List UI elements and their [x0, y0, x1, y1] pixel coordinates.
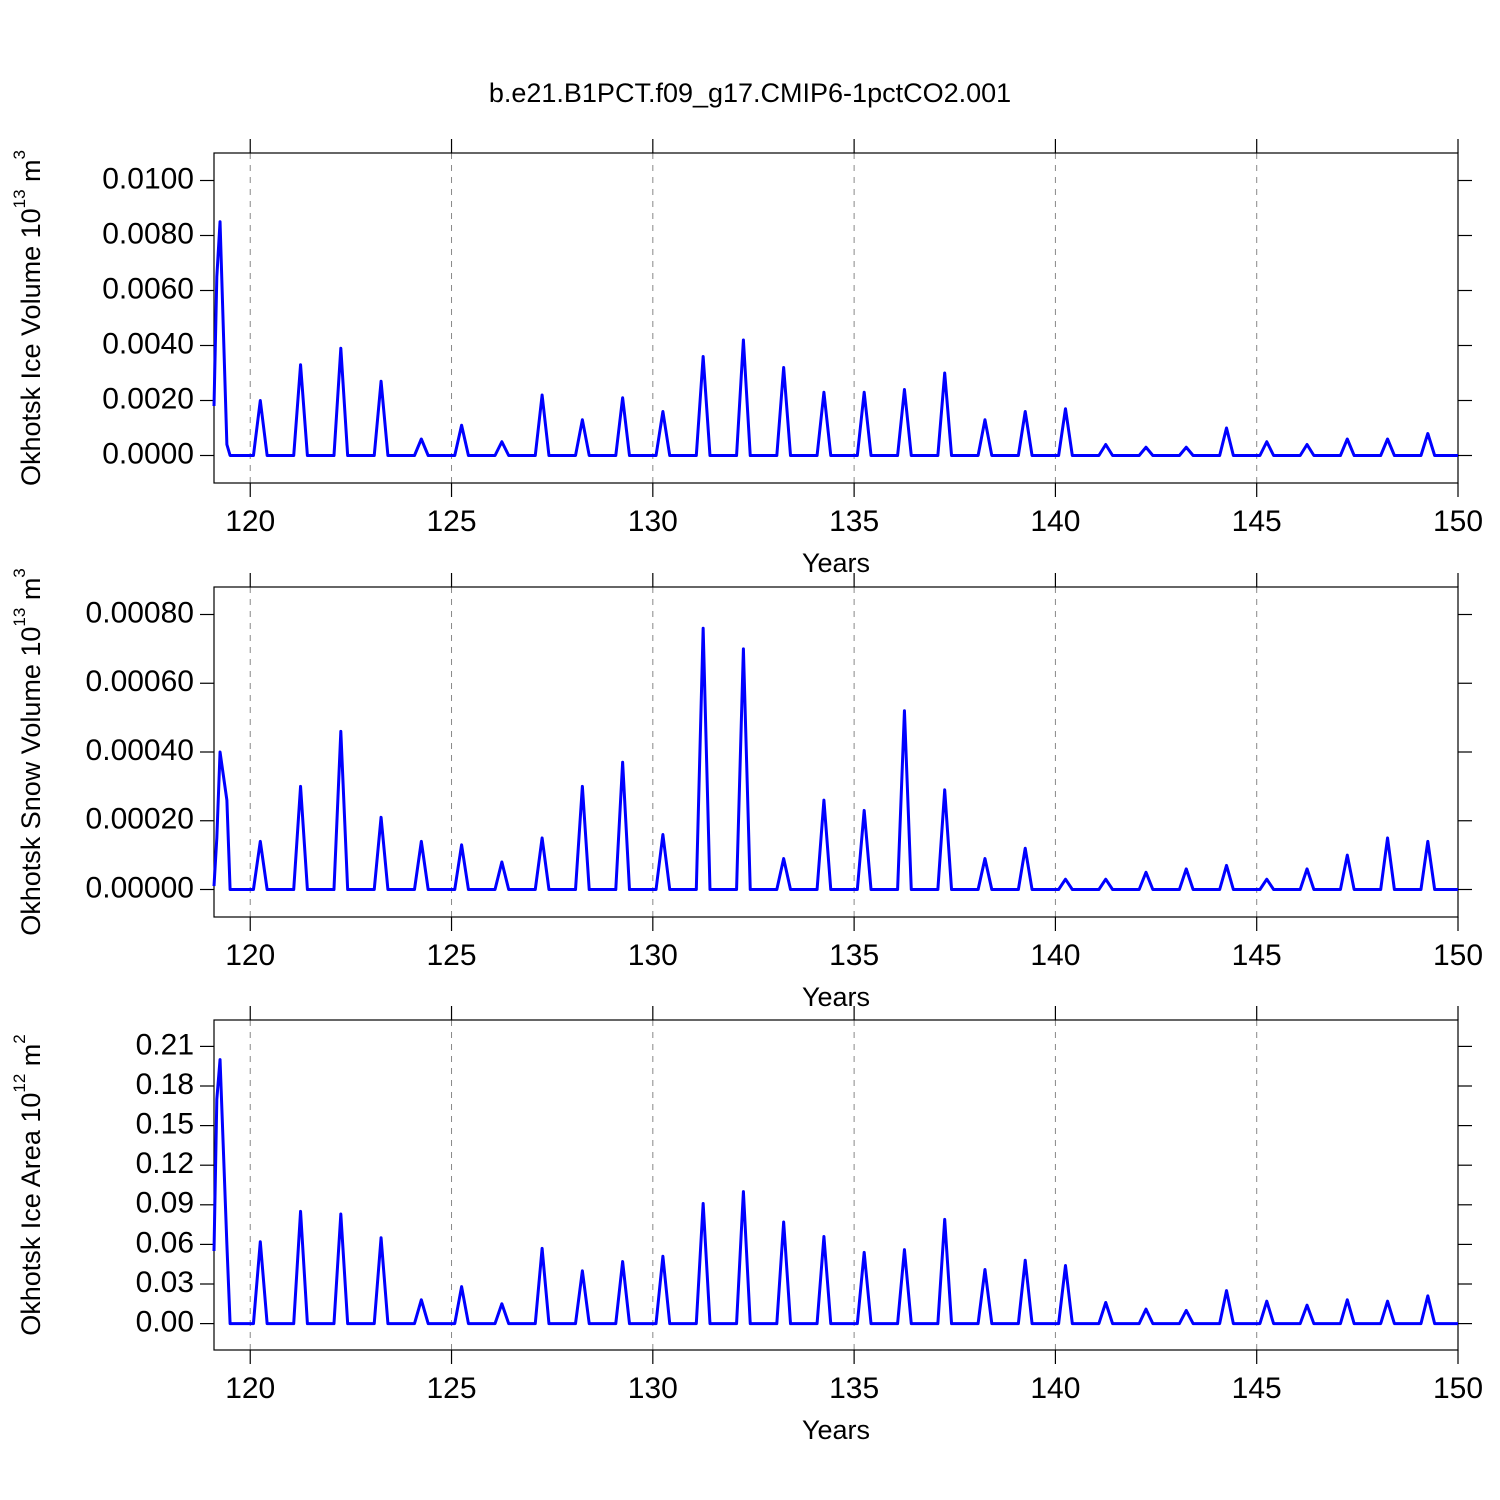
x-tick-label: 150	[1433, 505, 1483, 538]
x-tick-label: 120	[225, 505, 275, 538]
y-axis-label-part: 3	[10, 150, 29, 159]
y-tick-label: 0.21	[136, 1028, 194, 1061]
y-axis-label-part: m	[16, 578, 46, 608]
x-tick-label: 130	[628, 939, 678, 972]
x-axis-label: Years	[802, 1415, 870, 1445]
y-axis-label-part: m	[16, 1044, 46, 1074]
y-tick-label: 0.06	[136, 1226, 194, 1259]
x-tick-label: 130	[628, 505, 678, 538]
figure-title: b.e21.B1PCT.f09_g17.CMIP6-1pctCO2.001	[489, 78, 1011, 108]
y-tick-label: 0.03	[136, 1266, 194, 1299]
x-tick-label: 140	[1030, 505, 1080, 538]
y-tick-label: 0.12	[136, 1147, 194, 1180]
y-axis-label-part: 12	[10, 1074, 29, 1093]
x-tick-label: 125	[426, 1372, 476, 1405]
x-tick-label: 135	[829, 1372, 879, 1405]
x-tick-label: 140	[1030, 1372, 1080, 1405]
y-axis-label: Okhotsk Snow Volume 1013 m3	[10, 568, 46, 936]
x-tick-label: 120	[225, 1372, 275, 1405]
y-tick-label: 0.0040	[102, 327, 194, 360]
x-tick-label: 120	[225, 939, 275, 972]
y-tick-label: 0.00080	[86, 596, 194, 629]
y-tick-label: 0.00	[136, 1306, 194, 1339]
plot-frame	[213, 586, 1459, 918]
x-axis-label: Years	[802, 982, 870, 1012]
x-tick-label: 135	[829, 939, 879, 972]
x-tick-label: 135	[829, 505, 879, 538]
y-tick-label: 0.0020	[102, 382, 194, 415]
data-line	[212, 626, 1458, 891]
x-tick-label: 125	[426, 939, 476, 972]
x-tick-label: 130	[628, 1372, 678, 1405]
y-tick-label: 0.18	[136, 1068, 194, 1101]
y-tick-label: 0.00060	[86, 665, 194, 698]
x-tick-label: 145	[1232, 1372, 1282, 1405]
y-axis-label-part: Okhotsk Ice Area 10	[16, 1093, 46, 1336]
y-tick-label: 0.00000	[86, 871, 194, 904]
y-axis-label-part: m	[16, 159, 46, 189]
x-tick-label: 125	[426, 505, 476, 538]
y-tick-label: 0.0100	[102, 162, 194, 195]
y-axis-label-part: 13	[10, 189, 29, 208]
y-axis-label-part: Okhotsk Ice Volume 10	[16, 208, 46, 486]
x-axis-label: Years	[802, 548, 870, 578]
x-tick-label: 150	[1433, 939, 1483, 972]
y-tick-label: 0.00020	[86, 803, 194, 836]
plot-frame	[213, 152, 1459, 484]
y-axis-label-part: 3	[10, 568, 29, 577]
y-tick-label: 0.00040	[86, 734, 194, 767]
y-axis-label: Okhotsk Ice Volume 1013 m3	[10, 150, 46, 486]
x-tick-label: 140	[1030, 939, 1080, 972]
data-line	[212, 1058, 1458, 1326]
y-axis-label-part: Okhotsk Snow Volume 10	[16, 627, 46, 936]
x-tick-label: 145	[1232, 939, 1282, 972]
y-axis-label-part: 13	[10, 608, 29, 627]
y-tick-label: 0.15	[136, 1108, 194, 1141]
y-axis-label-part: 2	[10, 1034, 29, 1043]
y-tick-label: 0.0000	[102, 437, 194, 470]
y-tick-label: 0.0080	[102, 217, 194, 250]
x-tick-label: 150	[1433, 1372, 1483, 1405]
y-tick-label: 0.09	[136, 1187, 194, 1220]
data-line	[212, 220, 1458, 457]
x-tick-label: 145	[1232, 505, 1282, 538]
y-axis-label: Okhotsk Ice Area 1012 m2	[10, 1034, 46, 1336]
y-tick-label: 0.0060	[102, 272, 194, 305]
